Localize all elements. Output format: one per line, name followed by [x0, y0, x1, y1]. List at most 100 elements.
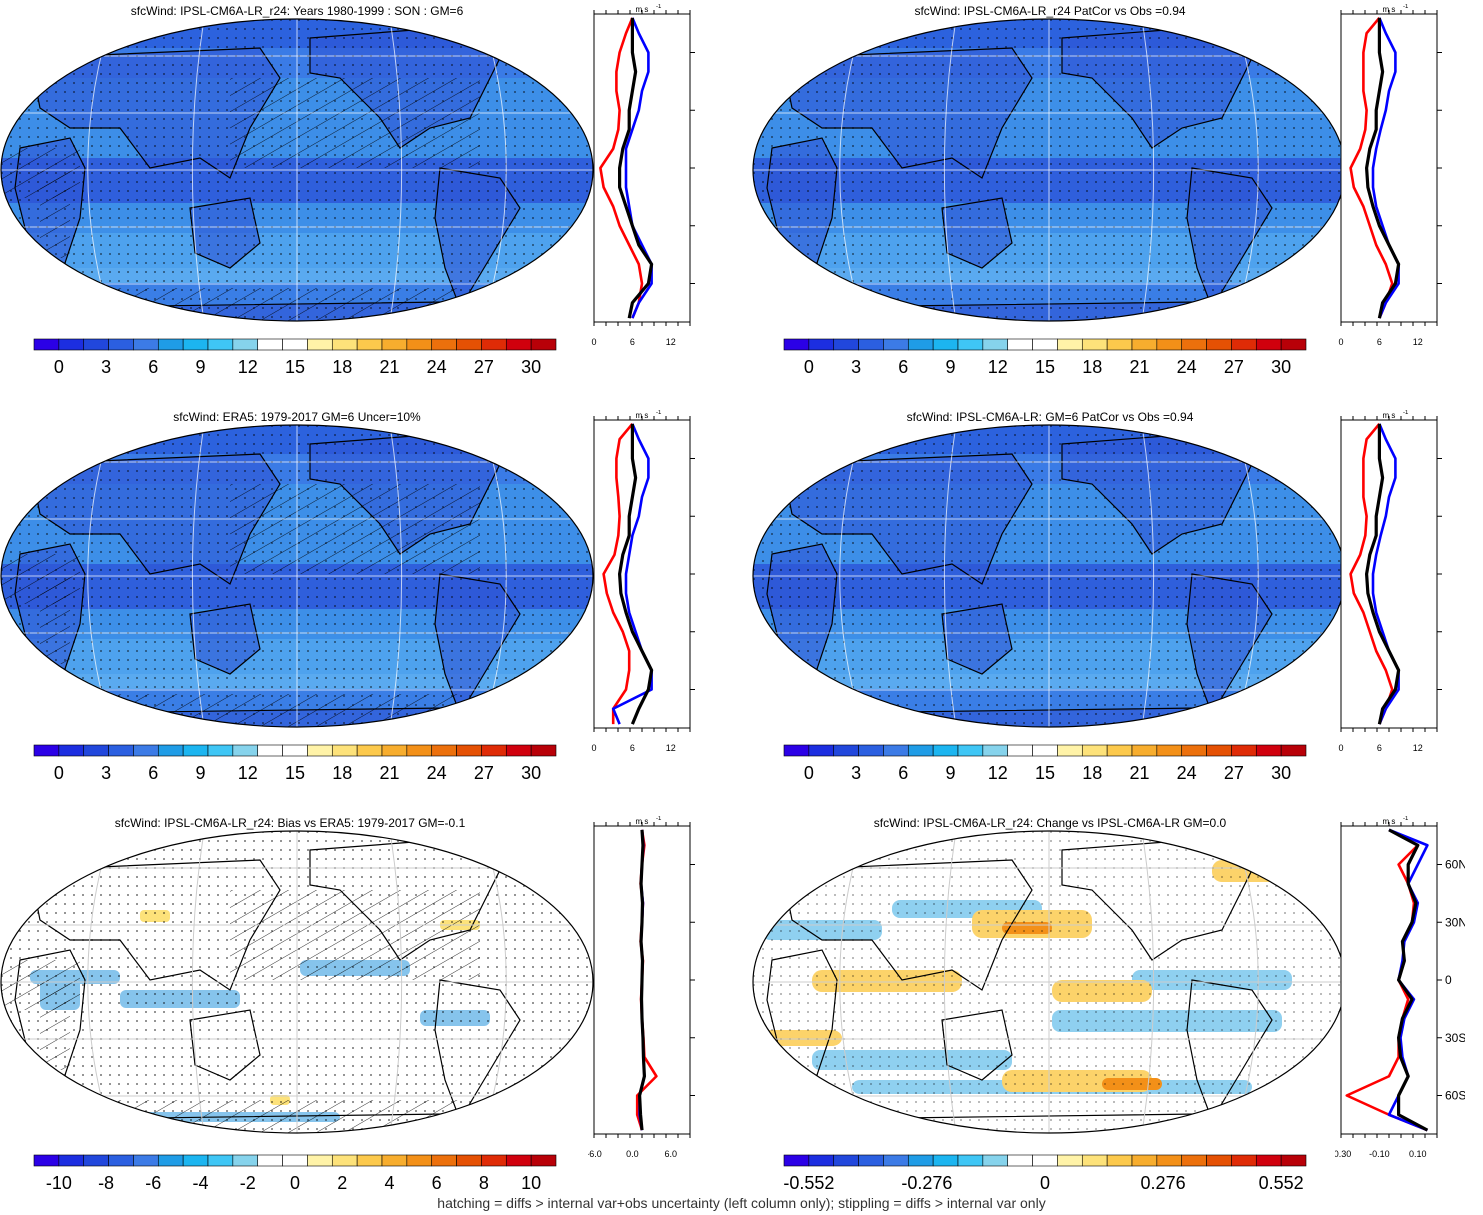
panel-title: sfcWind: IPSL-CM6A-LR_r24: Years 1980-19… [130, 4, 464, 18]
colorbar-swatch [1280, 744, 1307, 757]
colorbar-label: 24 [427, 763, 447, 783]
colorbar-swatch [932, 744, 959, 757]
x-tick-label: 0 [1338, 337, 1343, 347]
colorbar-swatch [406, 1154, 433, 1167]
colorbar: 0 3 6 9 12 15 18 21 24 27 30 [33, 338, 557, 377]
colorbar-swatch [108, 338, 134, 351]
colorbar-label: 4 [384, 1173, 394, 1193]
profile-frame [593, 419, 691, 729]
colorbar-label: 18 [332, 763, 352, 783]
world-map [752, 424, 1346, 728]
colorbar-swatch [1206, 1154, 1232, 1167]
colorbar-swatch [1106, 1154, 1133, 1167]
lat-label: 30S [1445, 1031, 1465, 1045]
colorbar-swatch [1081, 338, 1108, 351]
profile-line [1388, 828, 1429, 1132]
colorbar-swatch [232, 1154, 259, 1167]
colorbar-label: 10 [521, 1173, 541, 1193]
colorbar: 0 3 6 9 12 15 18 21 24 27 30 [33, 744, 557, 783]
colorbar-label: 3 [851, 763, 861, 783]
profile-line [1349, 423, 1394, 725]
colorbar-label: 27 [1224, 357, 1244, 377]
profile-line [637, 829, 647, 1131]
colorbar-swatch [58, 1154, 85, 1167]
colorbar-swatch [356, 744, 383, 757]
colorbar-swatch [932, 1154, 959, 1167]
footnote: hatching = diffs > internal var+obs unce… [437, 1195, 1046, 1211]
colorbar-swatch [858, 338, 884, 351]
world-map [752, 18, 1346, 322]
x-tick-label: 12 [1413, 337, 1423, 347]
profile-line [1365, 17, 1401, 319]
colorbar-swatch [456, 744, 482, 757]
colorbar-label: 21 [1129, 763, 1149, 783]
x-tick-label: 6 [1377, 337, 1382, 347]
colorbar-swatch [1231, 744, 1257, 757]
colorbar-label: 21 [379, 763, 399, 783]
colorbar-swatch [1181, 744, 1207, 757]
map-border [0, 424, 594, 728]
colorbar-swatch [505, 338, 532, 351]
colorbar-label: 6 [898, 357, 908, 377]
colorbar-swatch [1057, 338, 1083, 351]
colorbar-label: 27 [474, 357, 494, 377]
colorbar-label: 0.276 [1141, 1173, 1186, 1193]
colorbar-swatch [83, 338, 109, 351]
colorbar-label: -2 [240, 1173, 256, 1193]
colorbar-swatch [232, 744, 259, 757]
colorbar-swatch [1156, 1154, 1183, 1167]
colorbar-label: 18 [332, 357, 352, 377]
colorbar-swatch [182, 338, 209, 351]
colorbar-label: 2 [337, 1173, 347, 1193]
colorbar-swatch [481, 338, 507, 351]
colorbar-label: 15 [285, 763, 305, 783]
x-tick-label: 0 [591, 743, 596, 753]
colorbar-swatch [505, 744, 532, 757]
zonal-profile: m s-160N30N030S60S0612 [591, 410, 695, 753]
colorbar-label: 12 [238, 763, 258, 783]
colorbar: -0.552 -0.276 0 0.276 0.552 [783, 1154, 1307, 1193]
colorbar-swatch [1131, 338, 1158, 351]
colorbar-label: 6 [898, 763, 908, 783]
x-tick-label: -0.10 [1369, 1149, 1390, 1159]
colorbar-label: 6 [148, 763, 158, 783]
colorbar-label: 30 [1271, 357, 1291, 377]
colorbar-swatch [808, 1154, 835, 1167]
colorbar-swatch [381, 338, 408, 351]
colorbar-label: 0.552 [1259, 1173, 1304, 1193]
colorbar-swatch [1007, 338, 1033, 351]
colorbar-label: 24 [427, 357, 447, 377]
panel-title: sfcWind: IPSL-CM6A-LR_r24: Change vs IPS… [873, 816, 1227, 830]
colorbar-label: -4 [193, 1173, 209, 1193]
colorbar-swatch [108, 1154, 134, 1167]
colorbar-swatch [331, 744, 358, 757]
colorbar-label: 12 [988, 763, 1008, 783]
zonal-profile: m s -1 60N 30N 0 30S 60S -0.30 -0.10 0.10 [1335, 816, 1465, 1159]
colorbar: 0 3 6 9 12 15 18 21 24 27 30 [783, 338, 1307, 377]
colorbar-swatch [33, 744, 60, 757]
colorbar-label: 15 [1035, 357, 1055, 377]
colorbar-swatch [907, 744, 934, 757]
colorbar-swatch [783, 1154, 810, 1167]
colorbar-swatch [257, 338, 283, 351]
x-tick-label: 0 [591, 337, 596, 347]
panel-title: sfcWind: IPSL-CM6A-LR_r24 PatCor vs Obs … [914, 4, 1186, 18]
lat-label: 0 [1445, 973, 1452, 987]
colorbar-swatch [431, 744, 457, 757]
colorbar-label: -6 [145, 1173, 161, 1193]
colorbar-swatch [833, 338, 859, 351]
colorbar-swatch [307, 338, 333, 351]
colorbar-label: 18 [1082, 763, 1102, 783]
colorbar-swatch [182, 1154, 209, 1167]
colorbar-label: 3 [101, 357, 111, 377]
unit-exponent: -1 [1403, 410, 1409, 416]
colorbar-swatch [530, 1154, 557, 1167]
colorbar-label: 3 [851, 357, 861, 377]
colorbar-swatch [957, 338, 984, 351]
unit-label: m s [636, 411, 649, 420]
zonal-profile: m s-160N30N030S60S0612 [1338, 4, 1442, 347]
colorbar-label: 24 [1177, 763, 1197, 783]
colorbar-swatch [257, 1154, 283, 1167]
colorbar-label: 0 [54, 763, 64, 783]
